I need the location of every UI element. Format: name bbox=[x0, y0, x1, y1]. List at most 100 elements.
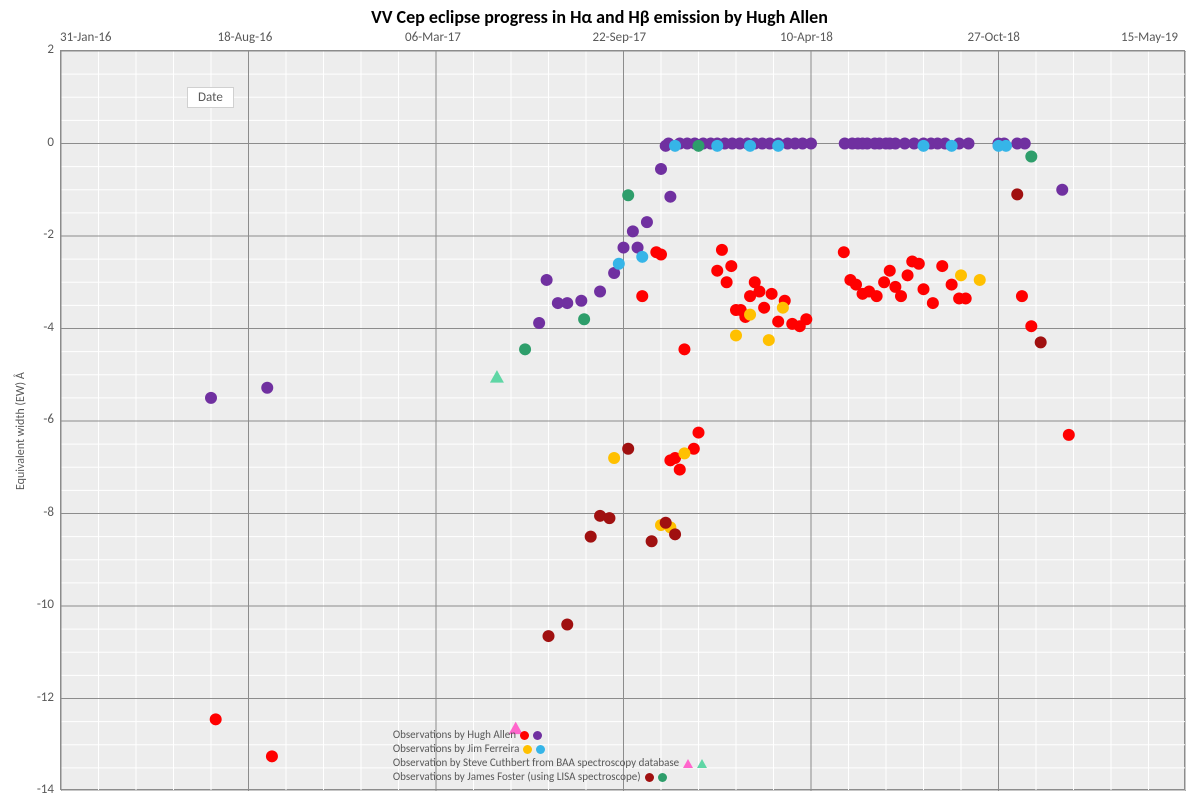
legend-swatch bbox=[536, 745, 545, 754]
data-point bbox=[678, 343, 690, 355]
data-point bbox=[1016, 290, 1028, 302]
y-tick-label: -2 bbox=[43, 227, 54, 242]
data-point bbox=[543, 630, 555, 642]
data-point bbox=[730, 329, 742, 341]
data-point bbox=[622, 443, 634, 455]
x-tick-label: 10-Apr-18 bbox=[780, 30, 833, 45]
x-tick-label: 31-Jan-16 bbox=[60, 30, 112, 45]
data-point bbox=[678, 447, 690, 459]
data-point bbox=[585, 531, 597, 543]
data-point bbox=[805, 138, 817, 150]
data-point bbox=[838, 246, 850, 258]
legend-swatch bbox=[523, 745, 532, 754]
data-point bbox=[674, 464, 686, 476]
legend-swatch bbox=[658, 773, 667, 782]
data-point bbox=[918, 283, 930, 295]
data-point bbox=[946, 279, 958, 291]
y-tick-label: -12 bbox=[37, 690, 54, 705]
data-point bbox=[541, 274, 553, 286]
legend-entry: Observations by Hugh Allen bbox=[393, 728, 707, 742]
data-point bbox=[669, 140, 681, 152]
data-point bbox=[618, 242, 630, 254]
legend-swatch bbox=[645, 773, 654, 782]
data-point bbox=[561, 297, 573, 309]
data-point bbox=[660, 517, 672, 529]
legend-entry: Observations by Jim Ferreira bbox=[393, 742, 707, 756]
data-point bbox=[594, 286, 606, 298]
data-point bbox=[655, 163, 667, 175]
data-point bbox=[655, 249, 667, 261]
data-point bbox=[913, 258, 925, 270]
data-point bbox=[608, 452, 620, 464]
data-point bbox=[578, 313, 590, 325]
y-tick-label: -8 bbox=[43, 505, 54, 520]
legend-swatch bbox=[533, 731, 542, 740]
data-point bbox=[613, 258, 625, 270]
legend-swatch bbox=[520, 731, 529, 740]
legend-swatch bbox=[697, 759, 707, 768]
data-point bbox=[716, 244, 728, 256]
plot-area: Date Observations by Hugh AllenObservati… bbox=[60, 50, 1185, 790]
data-point bbox=[800, 313, 812, 325]
data-point bbox=[927, 297, 939, 309]
data-point bbox=[641, 216, 653, 228]
data-point bbox=[1056, 184, 1068, 196]
y-tick-label: -10 bbox=[37, 597, 54, 612]
data-point bbox=[871, 290, 883, 302]
data-point bbox=[766, 288, 778, 300]
data-point bbox=[519, 343, 531, 355]
data-point bbox=[533, 317, 545, 329]
data-point bbox=[725, 260, 737, 272]
x-tick-label: 15-May-19 bbox=[1121, 30, 1178, 45]
data-point bbox=[622, 189, 634, 201]
date-box-label: Date bbox=[187, 87, 234, 108]
chart-title: VV Cep eclipse progress in Hα and Hβ emi… bbox=[0, 6, 1199, 28]
data-point bbox=[1025, 320, 1037, 332]
data-point bbox=[603, 512, 615, 524]
data-point bbox=[266, 750, 278, 762]
x-tick-label: 06-Mar-17 bbox=[405, 30, 461, 45]
data-point bbox=[664, 191, 676, 203]
data-point bbox=[575, 295, 587, 307]
legend-text: Observation by Steve Cuthbert from BAA s… bbox=[393, 756, 679, 770]
legend-text: Observations by Jim Ferreira bbox=[393, 742, 519, 756]
data-point bbox=[936, 260, 948, 272]
data-point bbox=[946, 140, 958, 152]
data-point bbox=[721, 276, 733, 288]
legend-text: Observations by James Foster (using LISA… bbox=[393, 770, 641, 784]
data-point bbox=[490, 370, 504, 383]
data-point bbox=[1025, 150, 1037, 162]
data-point bbox=[636, 251, 648, 263]
plot-svg bbox=[61, 51, 1186, 791]
data-point bbox=[261, 382, 273, 394]
data-point bbox=[772, 316, 784, 328]
y-tick-label: -4 bbox=[43, 320, 54, 335]
data-point bbox=[711, 265, 723, 277]
data-point bbox=[902, 269, 914, 281]
x-tick-label: 22-Sep-17 bbox=[593, 30, 647, 45]
data-point bbox=[693, 427, 705, 439]
legend-entry: Observation by Steve Cuthbert from BAA s… bbox=[393, 756, 707, 770]
data-point bbox=[884, 265, 896, 277]
data-point bbox=[1063, 429, 1075, 441]
legend-entry: Observations by James Foster (using LISA… bbox=[393, 770, 707, 784]
data-point bbox=[627, 225, 639, 237]
data-point bbox=[693, 140, 705, 152]
y-tick-label: -14 bbox=[37, 782, 54, 797]
data-point bbox=[878, 276, 890, 288]
data-point bbox=[960, 292, 972, 304]
data-point bbox=[777, 302, 789, 314]
data-point bbox=[1011, 188, 1023, 200]
data-point bbox=[646, 535, 658, 547]
data-point bbox=[711, 140, 723, 152]
x-tick-label: 27-Oct-18 bbox=[968, 30, 1020, 45]
data-point bbox=[669, 528, 681, 540]
data-point bbox=[744, 140, 756, 152]
y-tick-label: -6 bbox=[43, 412, 54, 427]
data-point bbox=[1035, 336, 1047, 348]
y-tick-label: 2 bbox=[47, 42, 54, 57]
data-point bbox=[955, 269, 967, 281]
chart-container: VV Cep eclipse progress in Hα and Hβ emi… bbox=[0, 0, 1199, 807]
data-point bbox=[772, 140, 784, 152]
data-point bbox=[918, 140, 930, 152]
